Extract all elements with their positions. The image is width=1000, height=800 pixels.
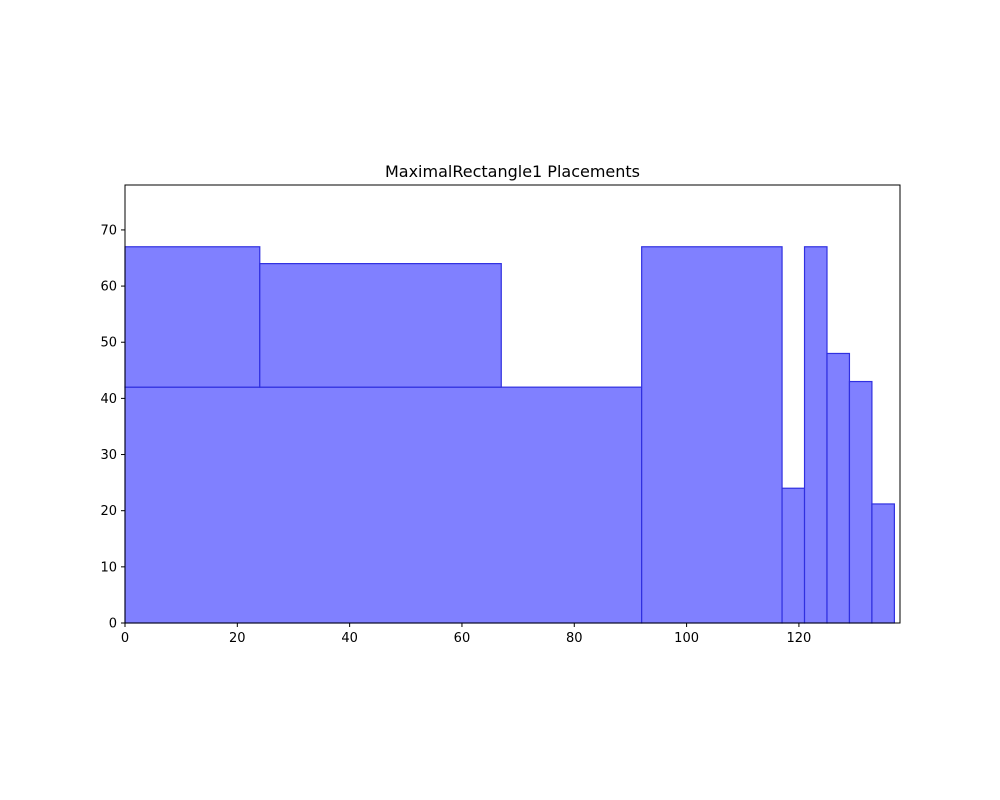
y-tick-label-6: 60 bbox=[100, 280, 117, 295]
y-tick-label-0: 0 bbox=[109, 617, 117, 632]
placement-rect-3 bbox=[641, 246, 783, 624]
y-tick-label-4: 40 bbox=[100, 392, 117, 407]
placement-rect-1 bbox=[124, 246, 261, 388]
y-tick-label-2: 20 bbox=[100, 504, 117, 519]
y-tick-label-5: 50 bbox=[100, 336, 117, 351]
x-tick-label-1: 20 bbox=[229, 631, 246, 646]
placement-rect-4 bbox=[781, 487, 806, 624]
axes-frame bbox=[124, 184, 901, 624]
y-axis: 0 10 20 30 40 50 60 70 bbox=[100, 223, 125, 632]
x-axis: 0 20 40 60 80 100 120 bbox=[121, 623, 811, 646]
x-tick-label-4: 80 bbox=[566, 631, 583, 646]
placement-rect-8 bbox=[871, 503, 895, 624]
x-tick-label-5: 100 bbox=[674, 631, 699, 646]
x-tick-label-6: 120 bbox=[786, 631, 811, 646]
placement-rect-2 bbox=[259, 263, 502, 388]
placement-rect-7 bbox=[848, 380, 873, 624]
chart-title: MaximalRectangle1 Placements bbox=[385, 162, 640, 181]
y-tick-label-3: 30 bbox=[100, 448, 117, 463]
rectangles-group bbox=[124, 246, 895, 624]
y-tick-label-1: 10 bbox=[100, 560, 117, 575]
placement-rect-5 bbox=[803, 246, 828, 624]
x-tick-label-3: 60 bbox=[454, 631, 471, 646]
y-tick-label-7: 70 bbox=[100, 223, 117, 238]
placement-rect-6 bbox=[826, 352, 851, 624]
x-tick-label-0: 0 bbox=[121, 631, 129, 646]
x-tick-label-2: 40 bbox=[341, 631, 358, 646]
placement-rect-0 bbox=[124, 386, 643, 624]
